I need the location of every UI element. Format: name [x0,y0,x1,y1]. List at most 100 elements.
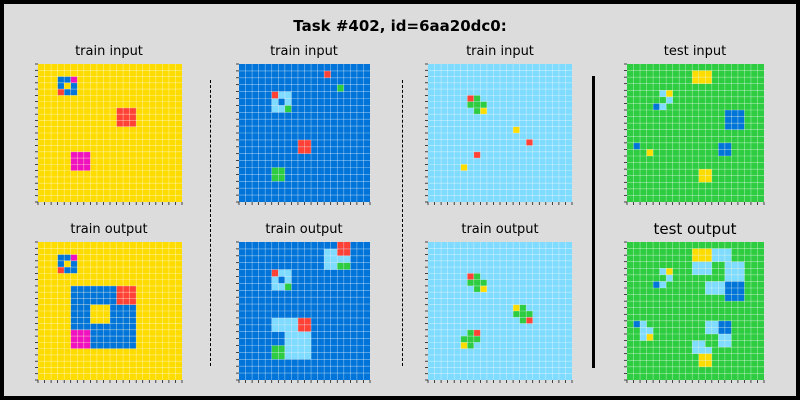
pair1-output-cell [110,311,117,318]
pair2-output-label: train output [265,222,343,237]
pair2-output-cell [278,283,285,291]
pair2-output-cell [271,317,279,325]
pair1-output-cell [70,336,78,343]
pair2-input-cell [304,139,312,147]
pair2-input-cell [297,139,305,147]
pair1-output-cell [90,285,97,293]
pair1-output-cell [110,285,117,293]
pair2-output-cell [271,352,279,360]
pair1-input-cell [70,76,78,83]
pair3-output-cell [480,279,487,286]
pair2-output-cell [304,352,312,360]
pair2-output-cell [343,262,351,270]
pair2-input-cell [284,91,292,99]
pair1-input-cell [77,164,84,171]
pair2-output-cell [291,338,298,346]
test-output-cell [731,288,738,295]
pair2-output-grid [236,241,371,383]
test-input-cell [666,90,673,97]
pair3-output-cell [473,273,481,280]
pair3-input-cell [473,95,481,102]
pair1-output-cell [123,304,130,311]
pair2-input-cell [271,174,279,182]
pair2-output-cell [304,331,312,339]
pair1-input-cell [57,82,65,90]
pair1-output-cell [110,342,117,349]
test-input-cell [659,103,667,110]
pair2-output-cell [297,338,305,346]
pair1-output-cell [83,304,91,311]
pair2-output-cell [330,255,338,263]
pair2-output-cell [291,352,298,360]
test-input-cell [705,169,712,176]
pair1-output-cell [123,317,130,324]
pair1-output-cell [90,311,97,318]
test-output-grid [624,241,765,383]
pair1-output-cell [96,292,104,299]
pair1-input-cell [70,164,78,171]
pair1-output-cell [96,298,104,305]
pair1-output-cell [116,304,124,311]
test-output-cell [698,261,706,269]
pair1-output-cell [123,298,130,305]
pair2-output-cell [278,317,285,325]
pair1-input-cell [64,89,71,96]
test-output-cell [737,294,745,302]
test-input-cell [724,123,732,130]
pair1-input-cell [70,89,78,96]
pair1-output-cell [123,336,130,343]
pair1-output-cell [110,292,117,299]
pair3-output-cell [513,304,520,311]
pair2-output-cell [324,248,331,256]
test-input-cell [718,149,725,156]
test-output-cell [737,281,745,288]
pair1-output-cell [96,336,104,343]
pair1-output-cell [64,267,71,274]
pair1-output-cell [77,285,84,293]
pair1-output-cell [103,342,110,349]
pair1-output-cell [57,254,65,261]
pair1-output-cell [70,260,78,268]
pair1-output-cell [96,304,104,311]
pair2-input-cell [278,98,285,106]
test-output-cell [724,274,732,282]
pair1-output-cell [116,317,124,324]
pair2-input-cell [278,174,285,182]
test-output-cell [711,248,719,256]
test-output-cell [646,334,654,341]
pair2-output-cell [284,345,292,353]
pair2-output-cell [297,345,305,353]
pair1-output-cell [70,323,78,330]
pair1-output-cell [70,329,78,337]
pair2-input-cell [278,167,285,175]
pair2-output-cell [337,255,344,263]
pair1-output-cell [83,317,91,324]
pair1-output-cell [116,336,124,343]
pair2-input-cell [297,146,305,154]
test-input-grid [624,63,765,205]
test-output-cell [724,261,732,269]
pair1-input-cell [83,158,91,165]
pair3-input-cell [526,139,533,146]
pair3-output-cell [467,329,474,337]
test-output-cell [705,268,712,275]
pair1-input-label: train input [75,44,143,59]
pair1-output-cell [83,336,91,343]
test-output-cell [718,320,725,328]
pair1-input-cell [64,82,71,90]
pair1-output-cell [110,304,117,311]
pair1-output-cell [64,260,71,268]
test-input-cell [731,123,738,130]
pair1-input-cell [129,107,137,115]
pair2-output-cell [284,317,292,325]
test-input-label: test input [663,44,727,59]
pair1-output-cell [96,342,104,349]
pair3-input-cell [473,101,481,108]
pair1-output-cell [123,329,130,337]
pair1-output-cell [110,323,117,330]
test-input-cell [646,149,654,156]
test-output-cell [692,261,699,269]
pair1-output-cell [57,260,65,268]
pair2-output-cell [291,331,298,339]
pair2-output-cell [271,345,279,353]
